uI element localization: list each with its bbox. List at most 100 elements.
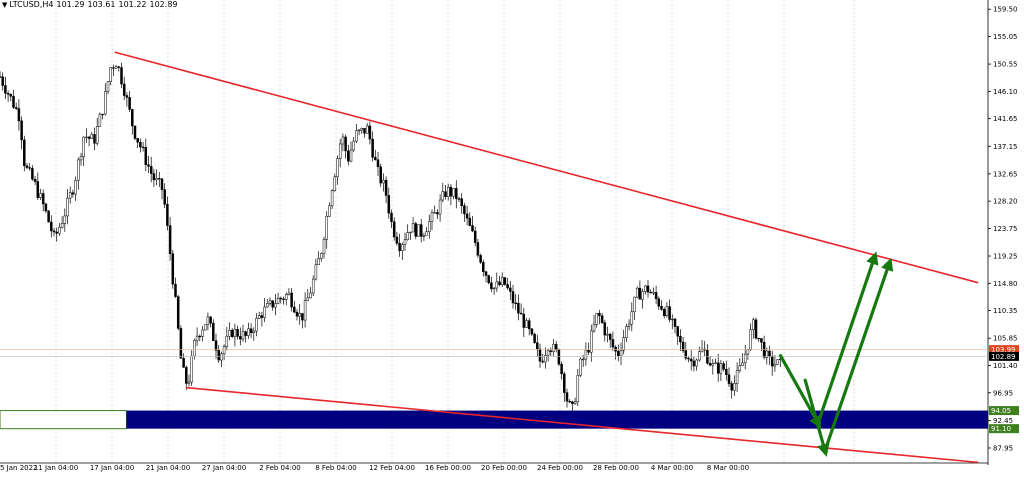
x-tick-label: 27 Jan 04:00 <box>202 464 246 472</box>
candle-body <box>608 333 612 340</box>
projection-arrow-segment[interactable] <box>823 257 894 453</box>
candle-body <box>163 189 166 205</box>
candle-body <box>746 348 750 355</box>
candle-body <box>598 312 601 317</box>
candle-body <box>738 365 742 371</box>
candle-body <box>195 335 199 341</box>
candle-body <box>457 198 461 200</box>
projection-arrow-segment[interactable] <box>778 354 822 429</box>
candle-body <box>409 231 412 234</box>
candle-body <box>708 363 712 366</box>
candle-body <box>730 383 733 391</box>
candle-body <box>633 296 636 312</box>
candle-body <box>60 223 64 228</box>
candle-body <box>41 193 45 205</box>
candle-body <box>360 128 364 131</box>
candle-body <box>546 350 550 356</box>
candle-body <box>573 401 577 404</box>
candle-body <box>74 180 77 195</box>
candle-body <box>676 326 679 337</box>
y-tick-label: 128.20 <box>993 198 1018 206</box>
price-label-text: 94.05 <box>991 407 1011 415</box>
candle-body <box>282 298 285 300</box>
low-value: 101.22 <box>118 0 147 9</box>
candle-body <box>560 363 563 375</box>
candle-body <box>55 231 58 234</box>
candle-body <box>155 178 158 181</box>
candle-body <box>276 297 280 304</box>
candle-body <box>349 149 353 162</box>
candle-body <box>63 215 67 224</box>
candle-body <box>411 223 415 233</box>
candle-body <box>387 195 391 214</box>
candle-body <box>603 322 607 336</box>
candle-body <box>465 213 469 219</box>
y-tick-label: 110.35 <box>993 307 1018 315</box>
x-tick-label: 21 Jan 04:00 <box>146 464 190 472</box>
candle-body <box>179 328 183 359</box>
candle-body <box>333 176 337 191</box>
candle-body <box>509 287 512 292</box>
candle-body <box>71 192 75 195</box>
candle-body <box>166 204 169 226</box>
candle-body <box>770 356 774 367</box>
candle-body <box>368 125 372 140</box>
candle-body <box>230 330 234 337</box>
x-tick-label: 2 Feb 04:00 <box>259 464 300 472</box>
candle-body <box>625 326 628 338</box>
candle-body <box>328 205 331 217</box>
price-label-text: 91.10 <box>991 425 1011 433</box>
candle-body <box>430 212 434 222</box>
candle-body <box>595 312 598 325</box>
candle-body <box>249 328 253 333</box>
candle-body <box>95 126 99 144</box>
candle-body <box>190 355 193 383</box>
candle-body <box>160 178 164 190</box>
projection-arrow-segment[interactable] <box>803 378 830 457</box>
candle-body <box>338 143 342 159</box>
candle-body <box>122 83 126 96</box>
projection-arrow-segment[interactable] <box>816 251 879 425</box>
candle-body <box>727 374 731 384</box>
candle-body <box>576 375 580 403</box>
candle-body <box>203 324 207 331</box>
candle-body <box>635 287 639 298</box>
candle-body <box>657 298 661 307</box>
candle-body <box>341 136 345 145</box>
collapse-triangle-icon[interactable]: ▼ <box>2 1 8 9</box>
candle-body <box>665 306 669 317</box>
candle-body <box>20 120 23 141</box>
candle-body <box>473 230 477 243</box>
candle-body <box>490 282 493 290</box>
price-label-box <box>989 345 1019 355</box>
candle-body <box>438 199 442 215</box>
candle-body <box>14 107 18 109</box>
support-trendline[interactable] <box>185 386 979 464</box>
candle-body <box>428 221 431 233</box>
supply-demand-zone[interactable] <box>126 410 989 429</box>
candle-body <box>185 367 188 384</box>
symbol-label: LTCUSD,H4 <box>9 0 54 9</box>
close-value: 102.89 <box>149 0 178 9</box>
candle-body <box>39 193 42 198</box>
candle-body <box>355 130 358 142</box>
candle-body <box>741 362 744 366</box>
candle-body <box>565 392 569 402</box>
candle-body <box>101 113 104 116</box>
candle-body <box>379 166 382 184</box>
candle-body <box>298 313 301 317</box>
candle-body <box>133 125 137 139</box>
candle-body <box>47 210 50 223</box>
candle-body <box>120 67 123 85</box>
candle-body <box>79 156 83 161</box>
candle-body <box>301 313 304 321</box>
candle-body <box>630 311 634 325</box>
price-label-text: 102.89 <box>991 353 1016 361</box>
candle-body <box>455 188 458 199</box>
candle-body <box>66 197 69 217</box>
candle-body <box>530 328 534 335</box>
candle-body <box>266 303 269 308</box>
resistance-trendline[interactable] <box>114 51 979 284</box>
